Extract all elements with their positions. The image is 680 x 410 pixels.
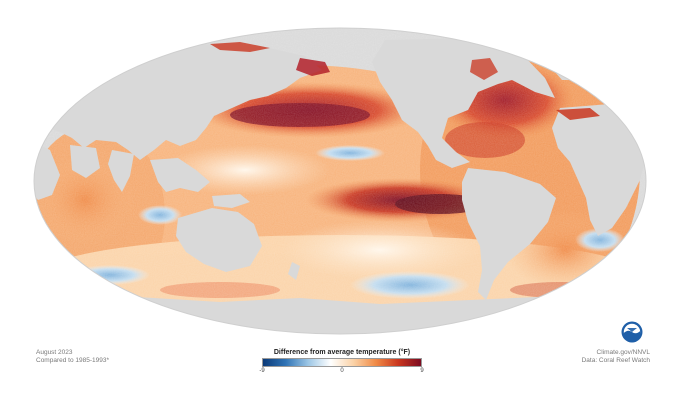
map-caption-right: Climate.gov/NNVL Data: Coral Reef Watch — [582, 349, 650, 365]
land-australia — [176, 208, 262, 272]
land-new-zealand — [288, 262, 300, 280]
credit-line-1: Climate.gov/NNVL — [596, 349, 650, 356]
land-africa — [552, 104, 646, 236]
credit-line-2: Data: Coral Reef Watch — [581, 357, 650, 364]
land-southeast-asia — [150, 158, 210, 192]
land-india — [108, 150, 134, 192]
land-south-america — [462, 168, 556, 300]
legend-colorbar: Difference from average temperature (°F)… — [259, 349, 424, 381]
land-arabia — [70, 145, 100, 178]
anomaly-bering-coast — [296, 58, 330, 76]
map-caption-left: August 2023 Compared to 1985-1993* — [36, 349, 109, 365]
globe-rim — [33, 27, 647, 335]
legend-tick-mid: 0 — [340, 368, 344, 374]
anomaly-arctic-coast — [210, 42, 270, 52]
land-north-america — [372, 38, 555, 168]
legend-ticks: -9 0 9 — [259, 367, 424, 376]
noaa-logo-icon — [621, 321, 643, 343]
legend-title: Difference from average temperature (°F) — [273, 349, 411, 356]
sea-surface-layer — [34, 28, 646, 334]
land-antarctica — [34, 296, 646, 334]
legend-tick-max: 9 — [420, 368, 424, 374]
period-label: August 2023 — [36, 349, 73, 356]
legend-tick-min: -9 — [259, 368, 265, 374]
baseline-label: Compared to 1985-1993* — [36, 357, 109, 364]
anomaly-hudson — [470, 58, 498, 80]
land-new-guinea — [212, 194, 250, 208]
anomaly-mediterranean — [556, 108, 600, 120]
legend-color-ramp — [262, 358, 422, 367]
